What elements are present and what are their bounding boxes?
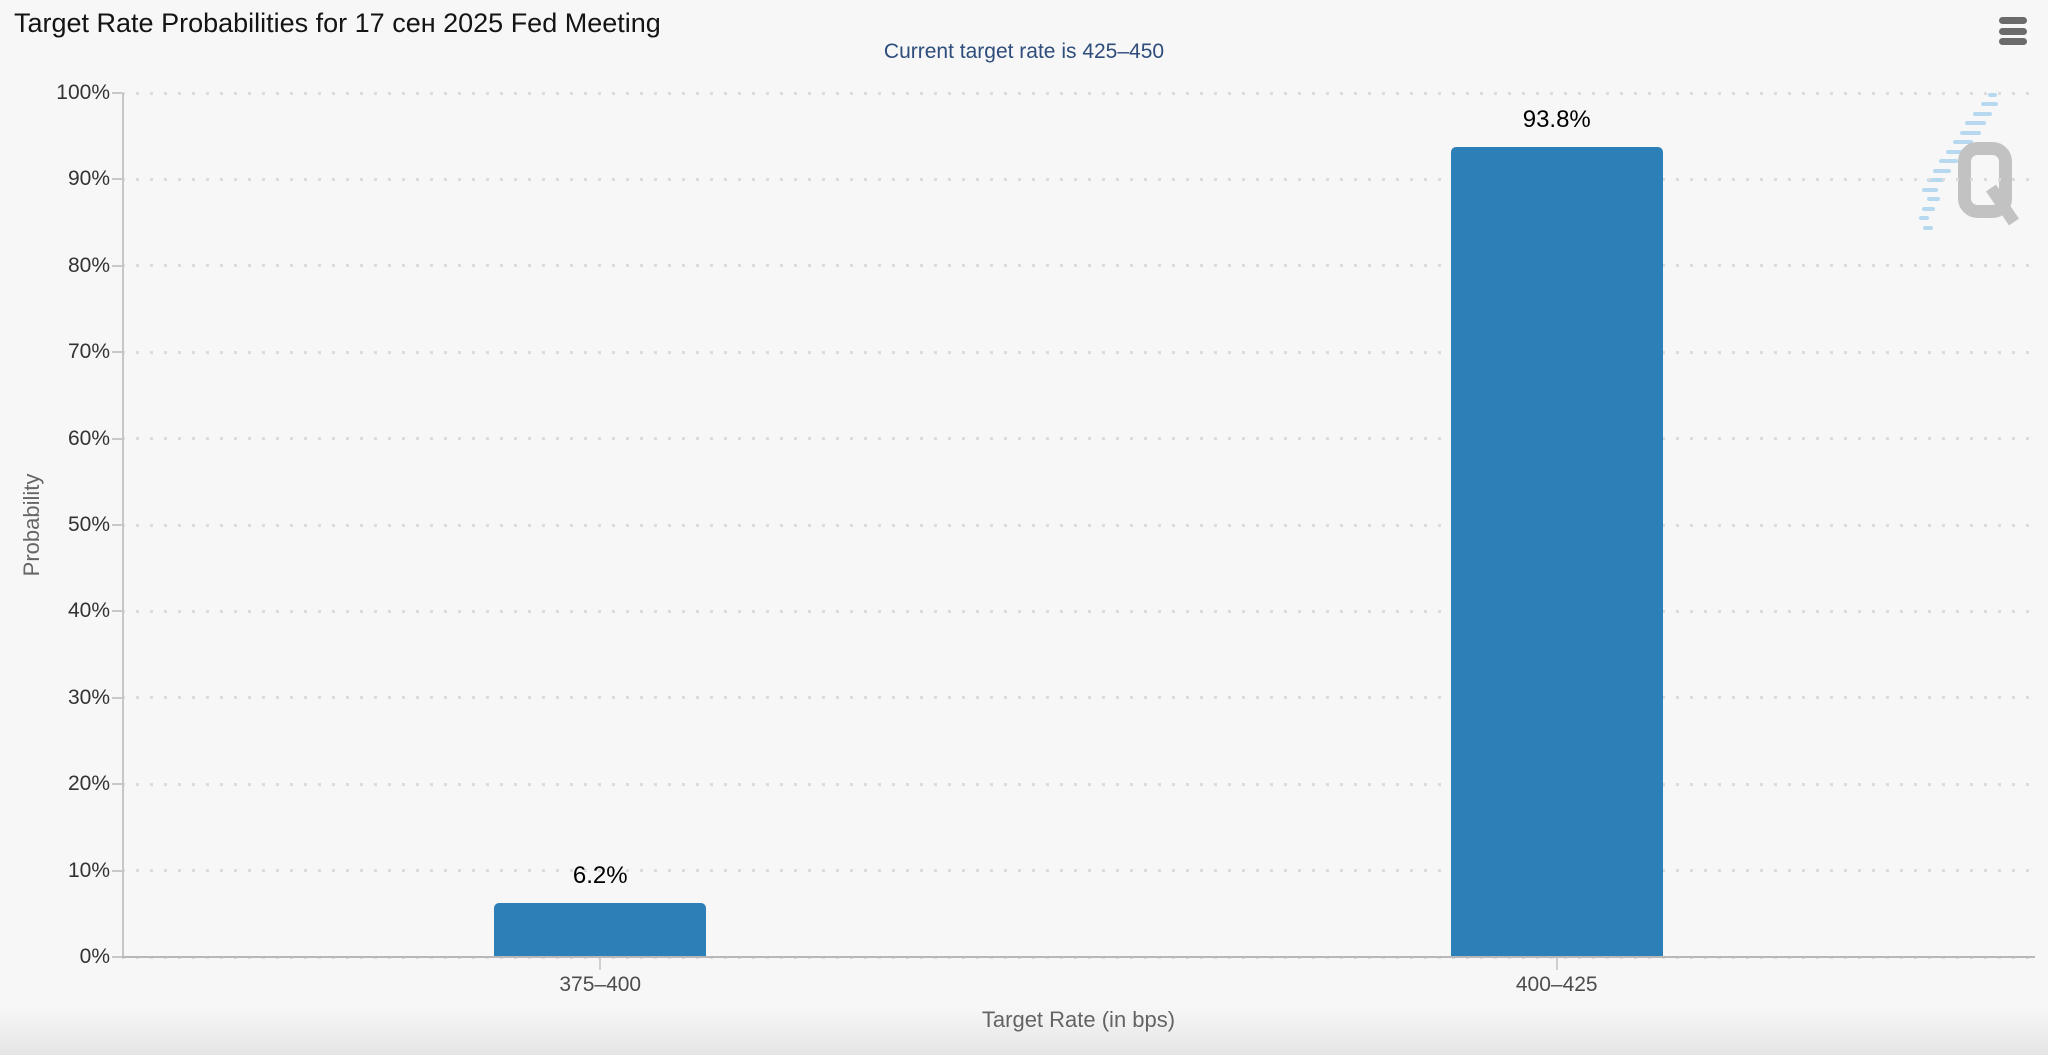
chart-context-menu-button[interactable] [1999, 17, 2027, 45]
y-axis-tick-label: 40% [67, 599, 110, 623]
hamburger-menu-icon [1999, 38, 2027, 45]
gridline [122, 869, 2035, 873]
y-axis-tick-mark [112, 524, 122, 526]
y-axis-tick-label: 100% [56, 81, 110, 104]
y-axis-tick-label: 90% [67, 167, 110, 191]
hamburger-menu-icon [1999, 27, 2027, 35]
gridline [122, 696, 2035, 700]
x-axis-category-label: 400–425 [1515, 973, 1598, 996]
chart-subtitle: Current target rate is 425–450 [883, 40, 1165, 63]
y-axis-tick-mark [112, 351, 122, 354]
y-axis-tick-mark [112, 696, 122, 699]
y-axis-tick-mark [112, 178, 122, 181]
gridline [122, 264, 2035, 268]
bottom-edge-shade [0, 1007, 2048, 1055]
y-axis-tick-mark [112, 437, 122, 440]
y-axis-tick-label: 70% [67, 340, 110, 364]
gridline [122, 609, 2035, 613]
y-axis-tick-label: 20% [67, 772, 110, 796]
x-axis-line [122, 956, 2035, 958]
y-axis-line [122, 93, 124, 957]
gridline [122, 177, 2035, 181]
probability-bar[interactable] [1450, 146, 1663, 957]
gridline [122, 350, 2035, 354]
y-axis-tick-mark [112, 956, 122, 958]
probability-bar[interactable] [494, 903, 707, 957]
y-axis-tick-mark [112, 869, 122, 872]
y-axis-tick-mark [112, 783, 122, 786]
bar-value-label: 93.8% [1522, 105, 1591, 133]
bar-value-label: 6.2% [572, 862, 628, 890]
y-axis-tick-mark [112, 264, 122, 267]
y-axis-title: Probability [19, 473, 44, 577]
x-axis-category-label: 375–400 [559, 973, 642, 996]
chart-title: Target Rate Probabilities for 17 сен 202… [14, 8, 661, 38]
y-axis-tick-label: 10% [67, 858, 110, 882]
hamburger-menu-icon [1999, 17, 2027, 24]
y-axis-tick-label: 30% [67, 685, 110, 709]
gridline [122, 523, 2035, 527]
y-axis-tick-mark [112, 610, 122, 613]
gridline [122, 91, 2035, 95]
y-axis-tick-label: 50% [67, 513, 110, 536]
x-axis-tick-mark [599, 957, 602, 970]
y-axis-tick-label: 0% [79, 945, 110, 968]
gridline [122, 782, 2035, 786]
x-axis-title: Target Rate (in bps) [122, 1006, 2035, 1033]
x-axis-tick-mark [1555, 957, 1558, 970]
y-axis-tick-label: 60% [67, 426, 110, 450]
y-axis-tick-mark [112, 92, 122, 94]
gridline [122, 437, 2035, 441]
y-axis-tick-label: 80% [67, 253, 110, 277]
